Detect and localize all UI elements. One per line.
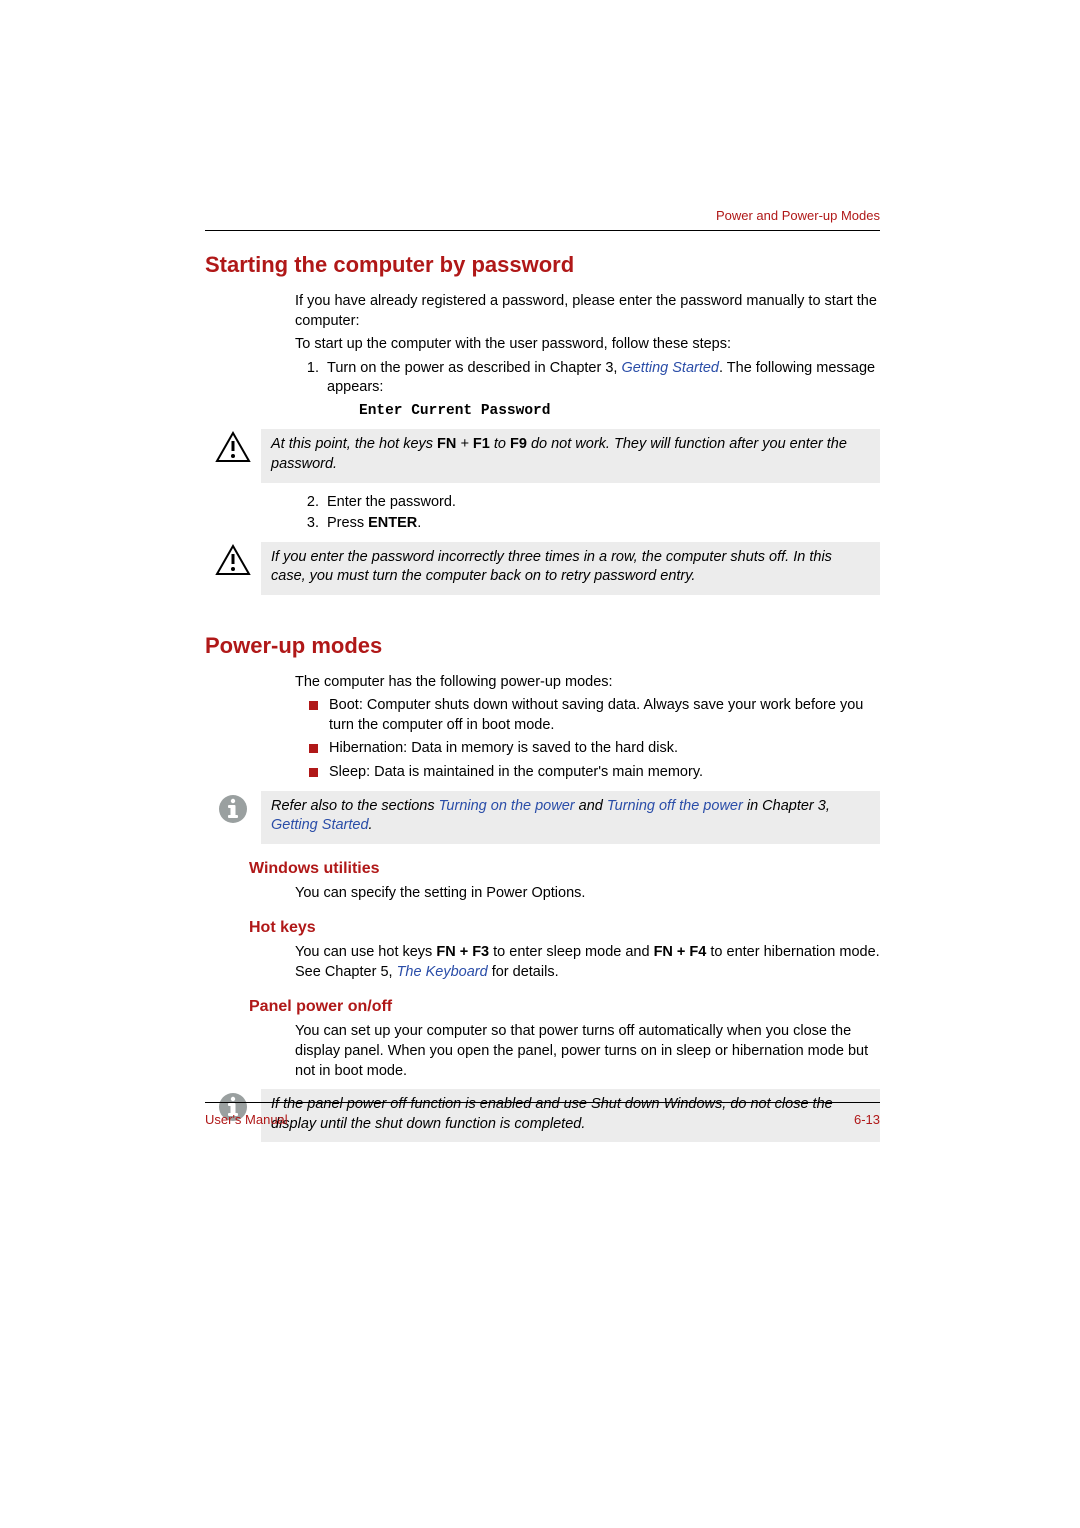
- bullet-sleep: Sleep: Data is maintained in the compute…: [309, 763, 880, 783]
- link-keyboard[interactable]: The Keyboard: [397, 964, 488, 980]
- caution-callout-2: If you enter the password incorrectly th…: [205, 542, 880, 595]
- link-turning-off[interactable]: Turning off the power: [607, 798, 743, 814]
- page: Power and Power-up Modes Starting the co…: [0, 0, 1080, 1528]
- mono-prompt: Enter Current Password: [359, 402, 880, 422]
- info1-text: Refer also to the sections Turning on th…: [261, 791, 880, 844]
- step-2: Enter the password.: [323, 493, 880, 513]
- subhead-panel-power: Panel power on/off: [249, 998, 880, 1016]
- step-3: Press ENTER.: [323, 514, 880, 534]
- sub1-body: You can specify the setting in Power Opt…: [295, 884, 880, 904]
- info-icon: [205, 791, 261, 825]
- section1-steps-a: Turn on the power as described in Chapte…: [295, 359, 880, 422]
- sub2-body: You can use hot keys FN + F3 to enter sl…: [295, 943, 880, 982]
- section-title-password: Starting the computer by password: [205, 252, 880, 278]
- caution2-text: If you enter the password incorrectly th…: [261, 542, 880, 595]
- section1-intro2: To start up the computer with the user p…: [295, 335, 880, 355]
- content-area: Starting the computer by password If you…: [205, 252, 880, 1152]
- section1-intro1: If you have already registered a passwor…: [295, 292, 880, 331]
- bullet-boot: Boot: Computer shuts down without saving…: [309, 696, 880, 735]
- sub3-body: You can set up your computer so that pow…: [295, 1022, 880, 1081]
- section1-steps-b-wrap: Enter the password. Press ENTER.: [295, 493, 880, 534]
- subhead-hot-keys: Hot keys: [249, 919, 880, 937]
- link-getting-started[interactable]: Getting Started: [621, 360, 719, 376]
- section2-intro: The computer has the following power-up …: [295, 673, 880, 693]
- section1-body: If you have already registered a passwor…: [295, 292, 880, 421]
- section-title-powerup: Power-up modes: [205, 633, 880, 659]
- caution-icon: [205, 542, 261, 576]
- sub2-text: You can use hot keys FN + F3 to enter sl…: [295, 943, 880, 982]
- bullet-hibernation: Hibernation: Data in memory is saved to …: [309, 739, 880, 759]
- footer-rule: [205, 1102, 880, 1103]
- info-callout-1: Refer also to the sections Turning on th…: [205, 791, 880, 844]
- sub1-text: You can specify the setting in Power Opt…: [295, 884, 880, 904]
- footer-right: 6-13: [854, 1112, 880, 1127]
- caution1-text: At this point, the hot keys FN + F1 to F…: [261, 429, 880, 482]
- section1-steps-b: Enter the password. Press ENTER.: [295, 493, 880, 534]
- section2-body: The computer has the following power-up …: [295, 673, 880, 783]
- caution-icon: [205, 429, 261, 463]
- sub3-text: You can set up your computer so that pow…: [295, 1022, 880, 1081]
- step1-text-a: Turn on the power as described in Chapte…: [327, 360, 621, 376]
- link-turning-on[interactable]: Turning on the power: [439, 798, 575, 814]
- powerup-bullets: Boot: Computer shuts down without saving…: [295, 696, 880, 782]
- link-getting-started-2[interactable]: Getting Started: [271, 817, 369, 833]
- info-callout-2: If the panel power off function is enabl…: [205, 1089, 880, 1142]
- step-1: Turn on the power as described in Chapte…: [323, 359, 880, 422]
- subhead-windows-utilities: Windows utilities: [249, 860, 880, 878]
- info2-text: If the panel power off function is enabl…: [261, 1089, 880, 1142]
- running-header: Power and Power-up Modes: [716, 208, 880, 223]
- footer-left: User's Manual: [205, 1112, 288, 1127]
- caution-callout-1: At this point, the hot keys FN + F1 to F…: [205, 429, 880, 482]
- header-rule: [205, 230, 880, 231]
